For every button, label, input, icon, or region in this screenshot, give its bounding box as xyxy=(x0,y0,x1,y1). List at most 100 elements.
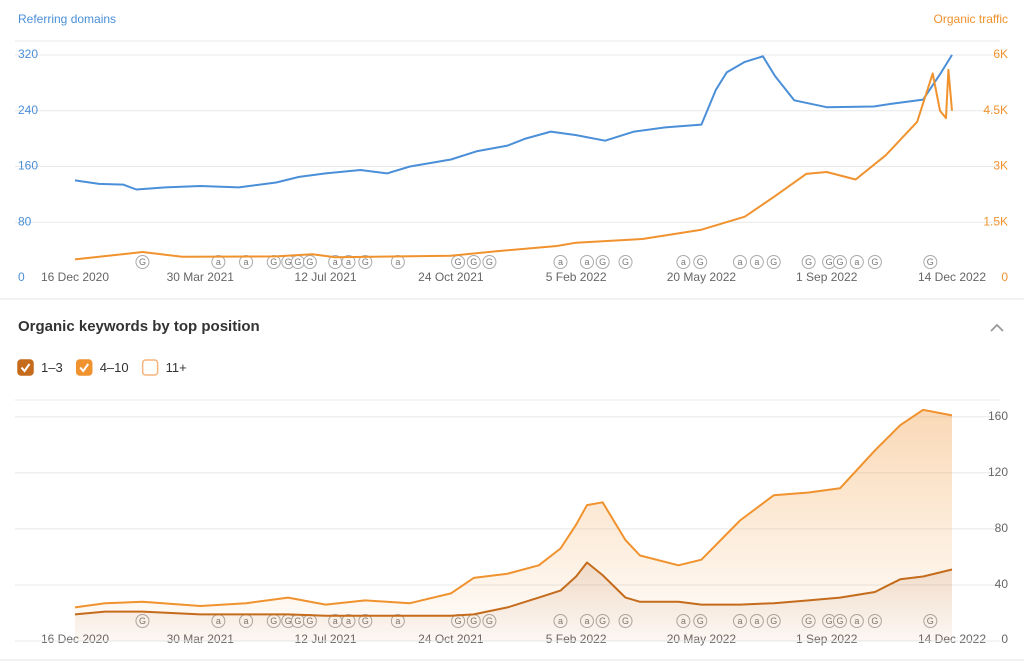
collapse-button[interactable] xyxy=(990,323,1004,332)
event-marker[interactable]: G xyxy=(867,255,882,269)
event-label: G xyxy=(770,257,777,267)
legend-item[interactable]: 4–10 xyxy=(75,359,129,376)
event-label: a xyxy=(244,257,249,267)
event-circle xyxy=(832,255,847,269)
event-marker[interactable]: a xyxy=(211,255,226,269)
event-marker[interactable]: G xyxy=(832,255,847,269)
y-tick-label: 320 xyxy=(18,47,38,61)
check-mark xyxy=(79,363,90,373)
event-marker[interactable]: a xyxy=(676,255,691,269)
legend-checkbox[interactable] xyxy=(141,359,159,376)
event-circle xyxy=(553,255,568,269)
x-tick-label: 1 Sep 2022 xyxy=(796,270,858,284)
y-axis-label: Referring domains xyxy=(18,12,116,26)
event-circle xyxy=(923,255,938,269)
event-marker[interactable]: a xyxy=(749,255,764,269)
event-marker[interactable]: a xyxy=(341,255,356,269)
event-circle xyxy=(693,255,708,269)
event-label: a xyxy=(216,257,221,267)
event-marker[interactable]: G xyxy=(618,255,633,269)
y2-tick-label: 4.5K xyxy=(983,103,1008,117)
event-marker[interactable]: G xyxy=(266,255,281,269)
event-marker[interactable]: G xyxy=(595,255,610,269)
y2-axis-label: Organic traffic xyxy=(934,12,1008,26)
y-tick-label: 160 xyxy=(18,159,38,173)
x-tick-label: 20 May 2022 xyxy=(667,270,737,284)
event-label: G xyxy=(470,257,477,267)
area-series xyxy=(75,409,952,616)
line-series xyxy=(74,68,953,261)
event-circle xyxy=(595,255,610,269)
event-marker[interactable]: a xyxy=(579,255,594,269)
x-tick-label: 14 Dec 2022 xyxy=(918,270,986,284)
event-marker[interactable]: G xyxy=(451,255,466,269)
event-circle xyxy=(239,255,254,269)
event-marker[interactable]: G xyxy=(482,255,497,269)
event-marker[interactable]: G xyxy=(923,255,938,269)
y-tick-label: 160 xyxy=(988,409,1008,423)
event-circle xyxy=(302,255,317,269)
event-marker[interactable]: G xyxy=(466,255,481,269)
event-label: a xyxy=(754,257,759,267)
event-marker[interactable]: G xyxy=(135,255,150,269)
event-marker[interactable]: a xyxy=(553,255,568,269)
event-circle xyxy=(211,255,226,269)
event-marker[interactable]: G xyxy=(693,255,708,269)
legend-label: 1–3 xyxy=(41,360,63,375)
event-circle xyxy=(867,255,882,269)
event-circle xyxy=(849,255,864,269)
area-series xyxy=(75,562,952,641)
event-label: G xyxy=(306,257,313,267)
event-marker[interactable]: G xyxy=(801,255,816,269)
event-marker[interactable]: G xyxy=(302,255,317,269)
event-label: G xyxy=(599,257,606,267)
y-tick-label: 80 xyxy=(18,214,32,228)
y2-tick-label: 6K xyxy=(993,47,1008,61)
event-label: a xyxy=(854,257,859,267)
event-circle xyxy=(135,255,150,269)
event-label: G xyxy=(871,257,878,267)
check-mark xyxy=(20,363,31,373)
legend-item[interactable]: 1–3 xyxy=(17,359,63,376)
event-marker[interactable]: a xyxy=(239,255,254,269)
event-label: a xyxy=(558,257,563,267)
event-circle xyxy=(358,255,373,269)
legend-label: 4–10 xyxy=(100,360,129,375)
y-tick-label: 0 xyxy=(18,270,25,284)
event-marker[interactable]: G xyxy=(358,255,373,269)
event-circle xyxy=(801,255,816,269)
event-circle xyxy=(732,255,747,269)
x-tick-label: 12 Jul 2021 xyxy=(295,270,357,284)
event-label: G xyxy=(294,257,301,267)
y2-tick-label: 3K xyxy=(993,159,1008,173)
legend-checkbox[interactable] xyxy=(75,359,93,376)
y-tick-label: 0 xyxy=(1001,632,1008,646)
event-circle xyxy=(579,255,594,269)
event-label: G xyxy=(697,257,704,267)
event-marker[interactable]: G xyxy=(290,255,305,269)
event-label: G xyxy=(270,257,277,267)
event-circle xyxy=(766,255,781,269)
event-marker[interactable]: a xyxy=(849,255,864,269)
event-marker[interactable]: a xyxy=(732,255,747,269)
event-marker[interactable]: a xyxy=(390,255,405,269)
event-marker[interactable]: G xyxy=(766,255,781,269)
event-circle xyxy=(676,255,691,269)
legend-item[interactable]: 11+ xyxy=(141,359,187,376)
line-series xyxy=(74,408,953,609)
line-series xyxy=(74,54,953,191)
event-label: G xyxy=(927,257,934,267)
legend-checkbox[interactable] xyxy=(17,359,34,376)
y-tick-label: 120 xyxy=(988,465,1008,479)
event-label: a xyxy=(681,257,686,267)
event-circle xyxy=(341,255,356,269)
x-tick-label: 24 Oct 2021 xyxy=(418,270,484,284)
event-label: G xyxy=(455,257,462,267)
x-tick-label: 16 Dec 2020 xyxy=(41,270,109,284)
event-label: G xyxy=(486,257,493,267)
event-circle xyxy=(466,255,481,269)
event-label: a xyxy=(395,257,400,267)
event-label: G xyxy=(362,257,369,267)
event-circle xyxy=(618,255,633,269)
